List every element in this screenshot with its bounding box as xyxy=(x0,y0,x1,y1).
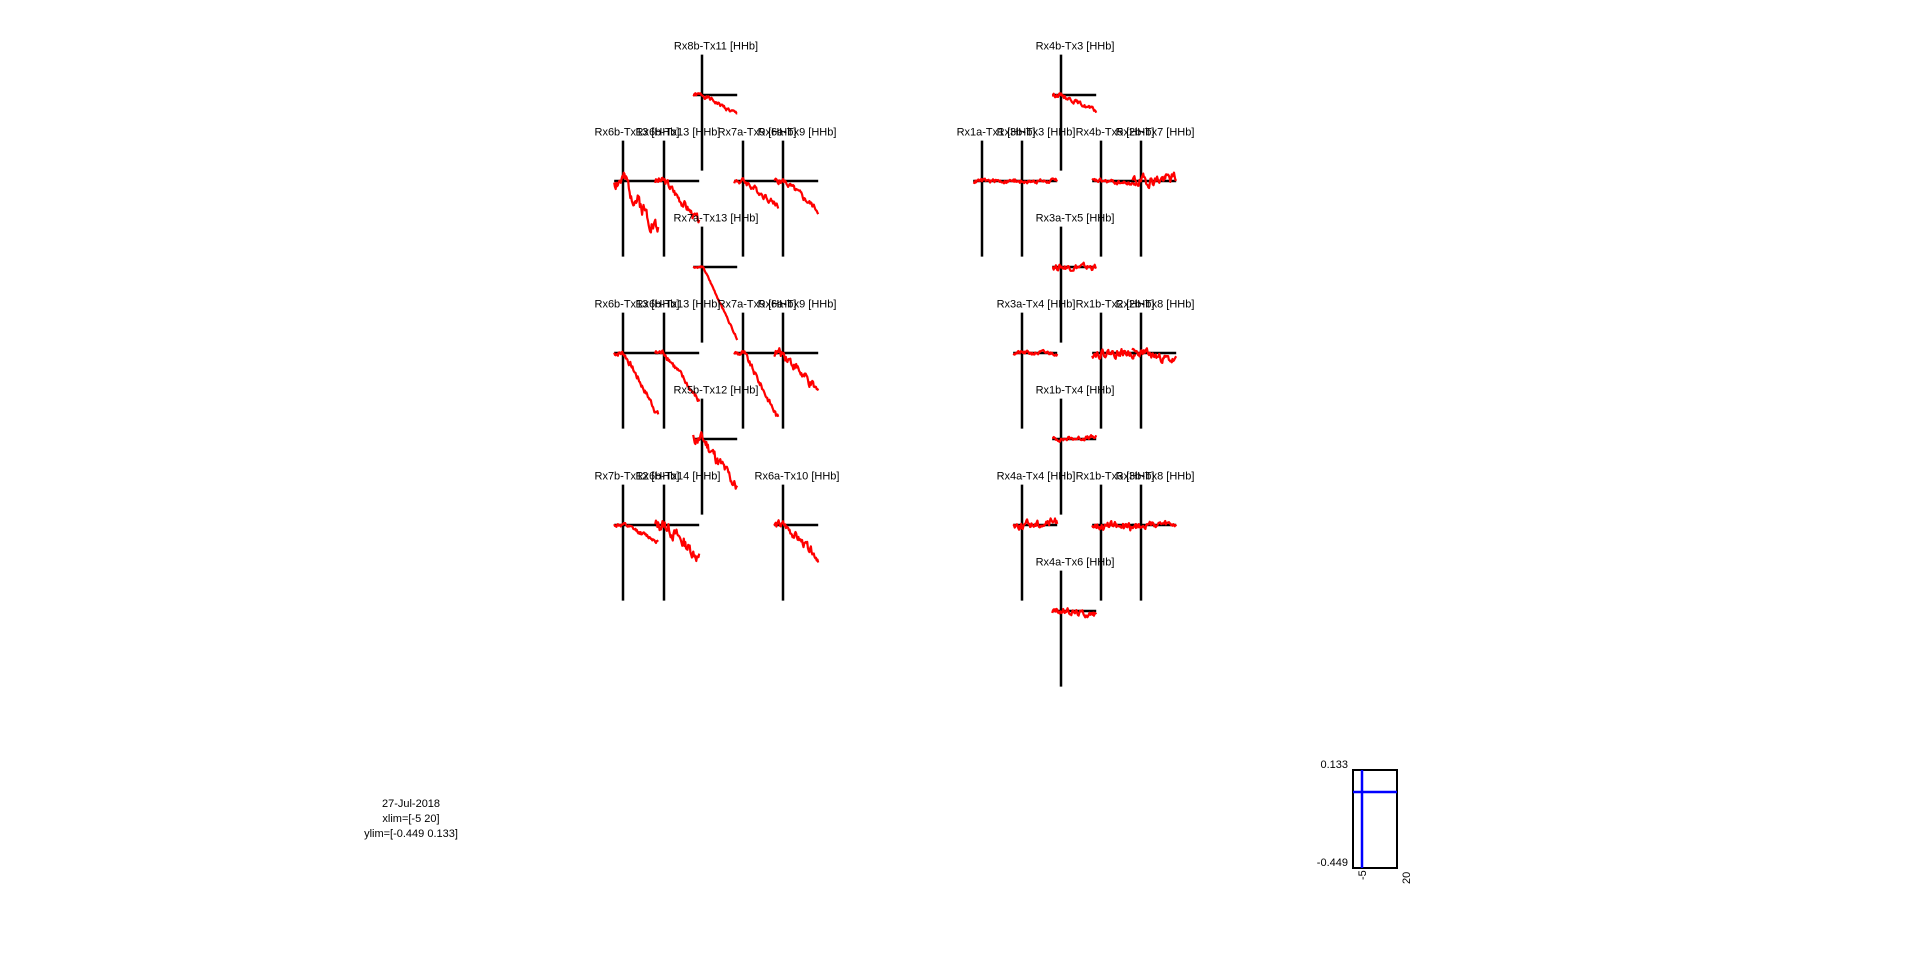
panel-title: Rx6b-Tx13 [HHb] xyxy=(636,127,721,139)
panel-trace xyxy=(733,349,780,418)
panel-title: Rx3a-Tx5 [HHb] xyxy=(1036,213,1115,225)
panel-trace xyxy=(692,431,739,490)
subplot-panel: Rx4a-Tx4 [HHb] xyxy=(997,471,1076,601)
subplot-panel: Rx6a-Tx9 [HHb] xyxy=(758,299,837,429)
subplot-panel: Rx3a-Tx4 [HHb] xyxy=(997,299,1076,429)
panel-trace xyxy=(1091,348,1138,360)
panel-title: Rx2b-Tx8 [HHb] xyxy=(1116,299,1195,311)
panel-title: Rx4b-Tx3 [HHb] xyxy=(1036,41,1115,53)
subplot-panel: Rx3a-Tx5 [HHb] xyxy=(1036,213,1115,343)
panel-trace xyxy=(1012,177,1059,185)
panel-trace xyxy=(613,350,660,415)
subplot-panel: Rx1b-Tx2 [HHb] xyxy=(1076,299,1155,429)
panel-title: Rx3b-Tx3 [HHb] xyxy=(997,127,1076,139)
panel-title: Rx6a-Tx9 [HHb] xyxy=(758,299,837,311)
scale-y-bottom-label: -0.449 xyxy=(1317,857,1348,869)
panel-title: Rx7b-Tx12 [HHb] xyxy=(595,471,680,483)
subplot-panels: Rx8b-Tx11 [HHb]Rx6b-Tx13 [HHb]Rx6b-Tx13 … xyxy=(595,41,1195,687)
scale-reference-box: 0.133 -0.449 -5 20 xyxy=(1317,759,1413,884)
panel-trace xyxy=(654,176,701,224)
subplot-panel: Rx6b-Tx13 [HHb] xyxy=(636,127,721,257)
panel-title: Rx1b-Tx2 [HHb] xyxy=(1076,299,1155,311)
panel-trace xyxy=(654,349,701,402)
panel-trace xyxy=(773,519,820,563)
subplot-panel: Rx6a-Tx10 [HHb] xyxy=(755,471,840,601)
panel-trace xyxy=(1012,348,1059,357)
panel-trace xyxy=(613,521,659,545)
subplot-panel: Rx3b-Tx8 [HHb] xyxy=(1116,471,1195,601)
panel-trace xyxy=(773,347,820,391)
panel-title: Rx1a-Tx1 [HHb] xyxy=(957,127,1036,139)
panel-title: Rx4a-Tx6 [HHb] xyxy=(1036,557,1115,569)
subplot-panel: Rx8b-Tx11 [HHb] xyxy=(674,41,758,171)
panel-title: Rx6b-Tx13 [HHb] xyxy=(595,127,680,139)
panel-title: Rx5b-Tx12 [HHb] xyxy=(674,385,759,397)
panel-title: Rx7a-Tx9 [HHb] xyxy=(718,127,797,139)
panel-title: Rx4a-Tx4 [HHb] xyxy=(997,471,1076,483)
panel-title: Rx3b-Tx8 [HHb] xyxy=(1116,471,1195,483)
panel-trace xyxy=(1012,517,1059,531)
info-block: 27-Jul-2018 xlim=[-5 20] ylim=[-0.449 0.… xyxy=(364,798,458,840)
subplot-panel: Rx6b-Tx13 [HHb] xyxy=(636,299,721,429)
panel-trace xyxy=(1051,92,1098,114)
subplot-panel: Rx6b-Tx13 [HHb] xyxy=(595,299,680,429)
panel-trace xyxy=(1051,261,1098,272)
panel-trace xyxy=(654,519,701,563)
subplot-panel: Rx7a-Tx9 [HHb] xyxy=(718,127,797,257)
subplot-panel: Rx1b-Tx3 [HHb] xyxy=(1076,471,1155,601)
scale-box-frame xyxy=(1352,769,1398,869)
subplot-panel: Rx4b-Tx3 [HHb] xyxy=(1036,41,1115,171)
subplot-panel: Rx5b-Tx12 [HHb] xyxy=(674,385,759,515)
panel-title: Rx6a-Tx9 [HHb] xyxy=(758,127,837,139)
panel-trace xyxy=(1131,519,1178,531)
subplot-panel: Rx2b-Tx7 [HHb] xyxy=(1116,127,1195,257)
panel-trace xyxy=(692,265,739,341)
panel-title: Rx7a-Tx9 [HHb] xyxy=(718,299,797,311)
panel-title: Rx6b-Tx14 [HHb] xyxy=(636,471,721,483)
panel-title: Rx3a-Tx4 [HHb] xyxy=(997,299,1076,311)
panel-title: Rx6a-Tx10 [HHb] xyxy=(755,471,840,483)
panel-trace xyxy=(773,177,820,215)
scale-x-left-label: -5 xyxy=(1357,870,1369,880)
panel-title: Rx7a-Tx13 [HHb] xyxy=(674,213,759,225)
info-xlim: xlim=[-5 20] xyxy=(382,813,439,825)
scale-y-top-label: 0.133 xyxy=(1320,759,1348,771)
panel-title: Rx8b-Tx11 [HHb] xyxy=(674,41,758,53)
panel-title: Rx1b-Tx4 [HHb] xyxy=(1036,385,1115,397)
subplot-panel: Rx6b-Tx13 [HHb] xyxy=(595,127,680,257)
subplot-panel: Rx7a-Tx9 [HHb] xyxy=(718,299,797,429)
panel-title: Rx6b-Tx13 [HHb] xyxy=(636,299,721,311)
panel-title: Rx2b-Tx7 [HHb] xyxy=(1116,127,1195,139)
info-ylim: ylim=[-0.449 0.133] xyxy=(364,828,458,840)
subplot-panel: Rx4b-Tx5 [HHb] xyxy=(1076,127,1155,257)
subplot-panel: Rx1a-Tx1 [HHb] xyxy=(957,127,1036,257)
subplot-panel: Rx2b-Tx8 [HHb] xyxy=(1116,299,1195,429)
subplot-panel: Rx7a-Tx13 [HHb] xyxy=(674,213,759,343)
subplot-panel: Rx3b-Tx3 [HHb] xyxy=(997,127,1076,257)
info-date: 27-Jul-2018 xyxy=(382,798,440,810)
panel-trace xyxy=(1091,519,1138,532)
panel-trace xyxy=(1131,347,1178,364)
scale-x-right-label: 20 xyxy=(1401,872,1413,884)
subplot-panel: Rx6a-Tx9 [HHb] xyxy=(758,127,837,257)
panel-trace xyxy=(1131,171,1178,190)
subplot-panel: Rx6b-Tx14 [HHb] xyxy=(636,471,721,601)
subplot-panel: Rx4a-Tx6 [HHb] xyxy=(1036,557,1115,687)
panel-trace xyxy=(1051,607,1098,619)
panel-trace xyxy=(692,92,738,115)
panel-title: Rx6b-Tx13 [HHb] xyxy=(595,299,680,311)
panel-trace xyxy=(1091,177,1137,187)
panel-title: Rx1b-Tx3 [HHb] xyxy=(1076,471,1155,483)
panel-trace xyxy=(613,171,660,234)
panel-title: Rx4b-Tx5 [HHb] xyxy=(1076,127,1155,139)
panel-trace xyxy=(972,177,1019,185)
panel-trace xyxy=(1051,434,1098,443)
subplot-panel: Rx7b-Tx12 [HHb] xyxy=(595,471,680,601)
subplot-panel: Rx1b-Tx4 [HHb] xyxy=(1036,385,1115,515)
panel-trace xyxy=(733,177,780,209)
